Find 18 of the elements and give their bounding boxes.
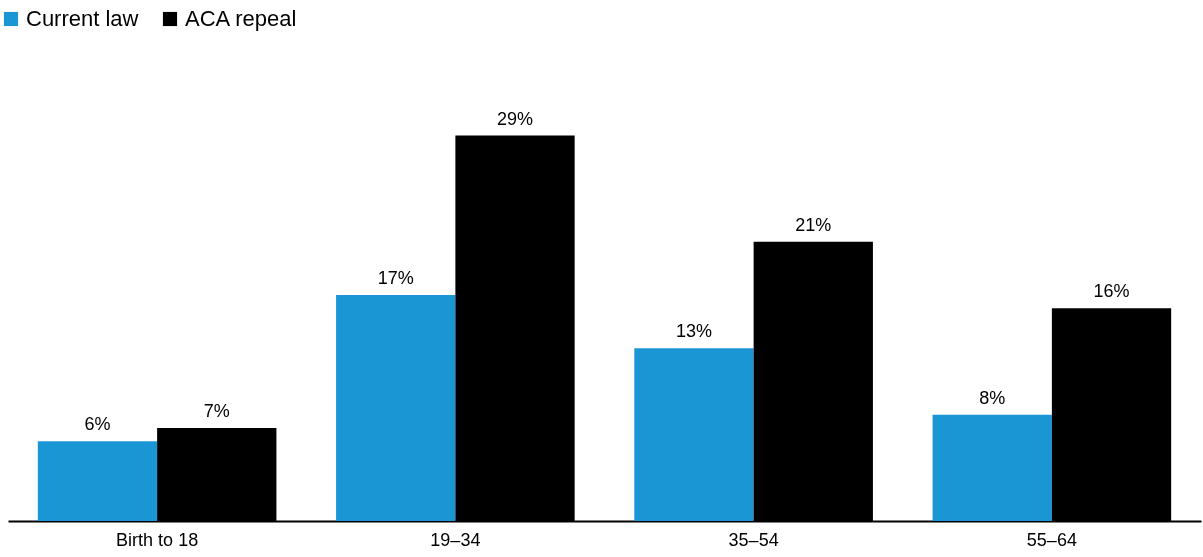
data-label: 29% — [497, 108, 534, 129]
bar — [932, 414, 1052, 521]
x-tick-label: 35–54 — [728, 529, 779, 550]
bar — [336, 295, 456, 521]
legend-label: ACA repeal — [185, 6, 297, 31]
bar — [634, 348, 754, 521]
data-label: 7% — [203, 400, 230, 421]
bar — [37, 441, 158, 521]
data-label: 13% — [675, 321, 712, 342]
data-label: 17% — [377, 268, 414, 289]
data-label: 16% — [1093, 281, 1130, 302]
data-label: 21% — [795, 214, 832, 235]
data-label: 6% — [84, 414, 111, 435]
legend-label: Current law — [26, 6, 139, 31]
x-tick-label: Birth to 18 — [116, 529, 199, 550]
data-label: 8% — [979, 387, 1006, 408]
x-tick-label: 55–64 — [1026, 529, 1077, 550]
x-tick-label: 19–34 — [430, 529, 481, 550]
